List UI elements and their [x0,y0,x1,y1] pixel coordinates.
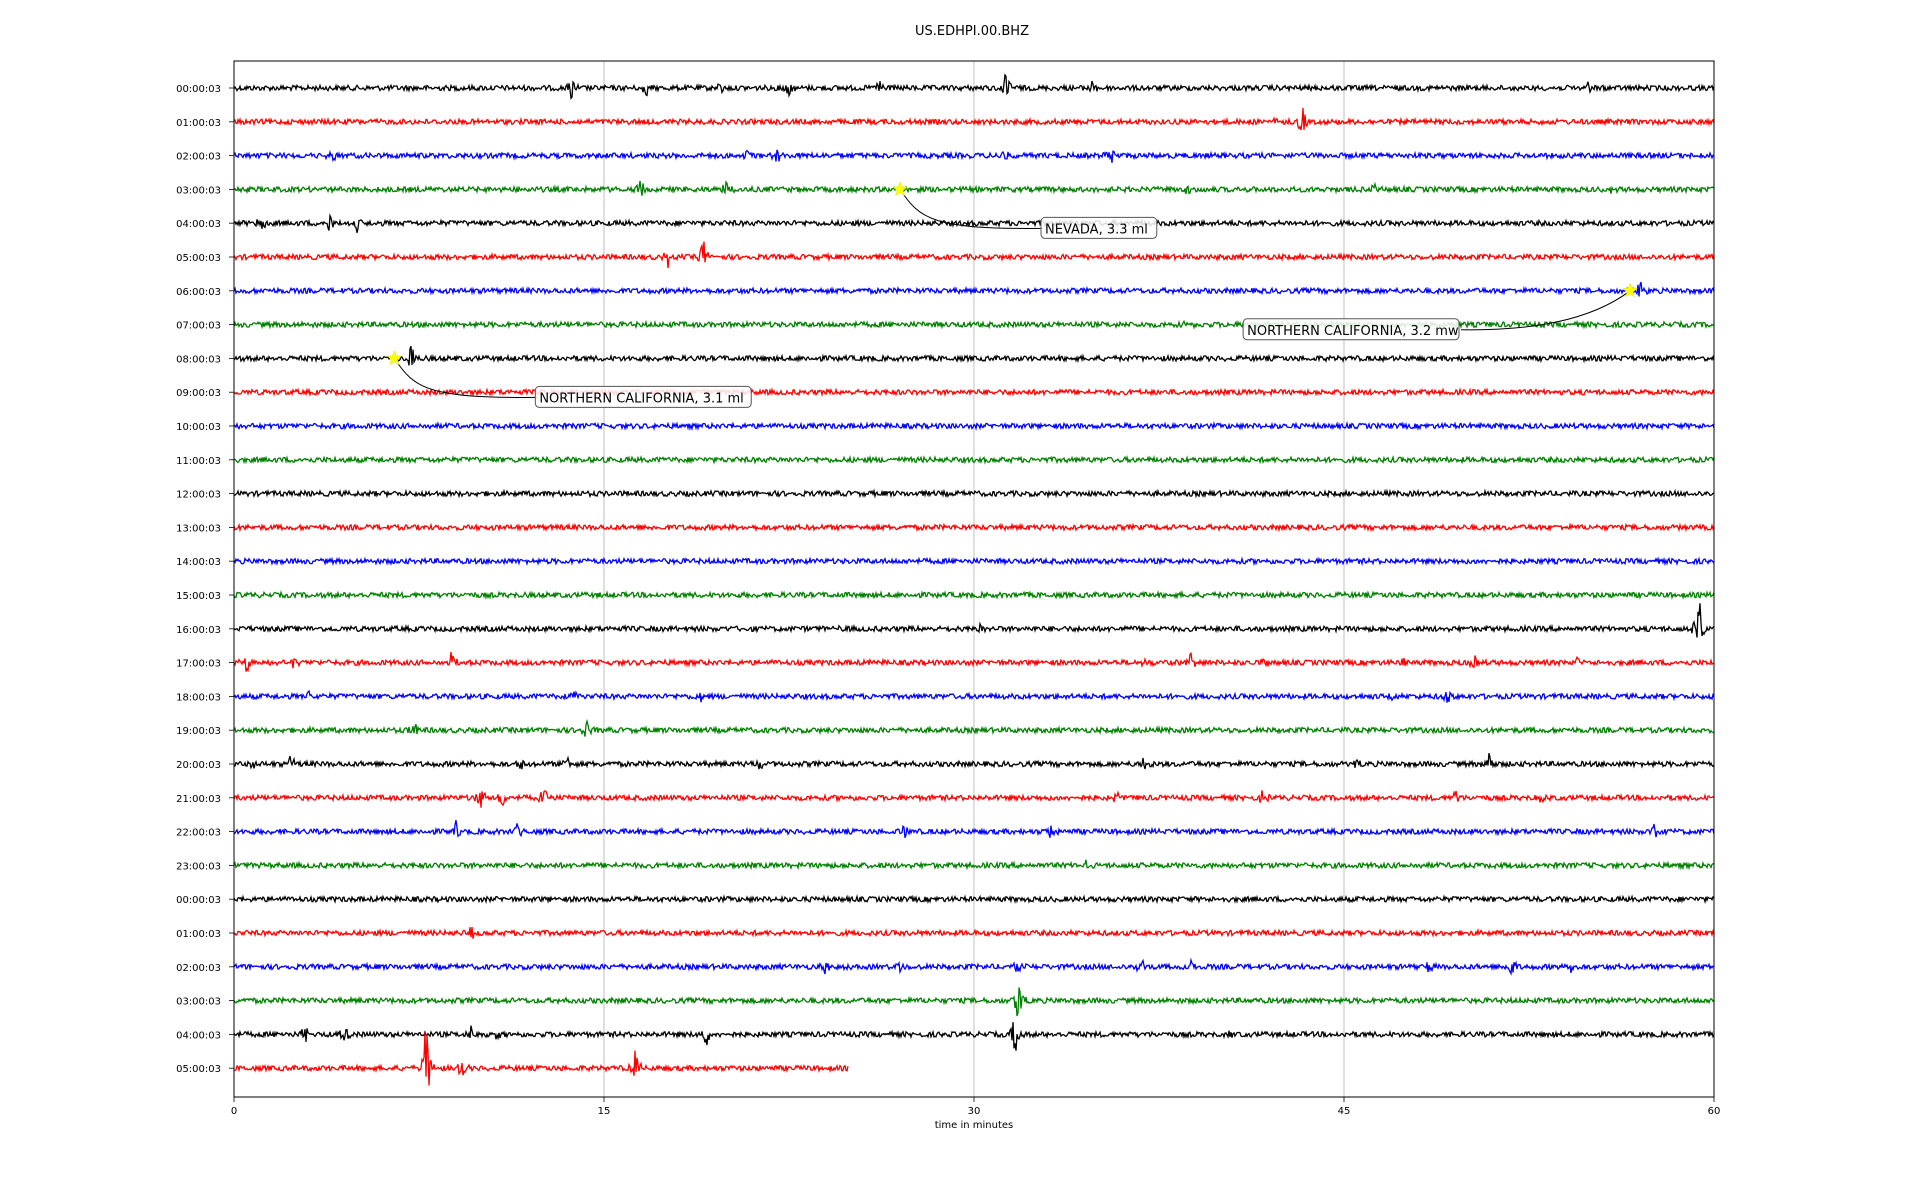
annotation-box-2 [534,385,752,408]
y-tick-label-25: 01:00:03 [176,929,221,940]
y-tick-label-16: 16:00:03 [176,625,221,636]
trace-row-12 [233,488,1715,499]
y-tick-label-2: 02:00:03 [176,152,221,163]
traces [233,73,1715,1086]
trace-row-3 [234,180,1715,196]
x-tick-label-45: 45 [1338,1106,1351,1117]
annotation-box-0 [1040,216,1158,239]
y-tick-label-27: 03:00:03 [176,997,221,1008]
y-tick-label-7: 07:00:03 [176,321,221,332]
y-tick-label-8: 08:00:03 [176,354,221,365]
trace-row-6 [233,281,1715,297]
trace-row-8 [233,345,1715,366]
annotation-leader-2 [393,358,538,398]
annotation-label-1: NORTHERN CALIFORNIA, 3.2 mw [1247,324,1459,339]
y-tick-label-18: 18:00:03 [176,692,221,703]
y-tick-label-29: 05:00:03 [176,1064,221,1075]
trace-row-26 [233,957,1715,976]
x-tick-label-60: 60 [1708,1106,1721,1117]
y-tick-label-20: 20:00:03 [176,760,221,771]
trace-row-9 [233,387,1715,398]
y-tick-label-21: 21:00:03 [176,794,221,805]
x-axis: 0 15 30 45 60 [231,1097,1721,1117]
trace-row-0 [233,73,1715,100]
y-tick-label-14: 14:00:03 [176,557,221,568]
trace-row-18 [233,689,1715,703]
y-tick-label-3: 03:00:03 [176,185,221,196]
x-tick-label-15: 15 [598,1106,611,1117]
y-tick-label-13: 13:00:03 [176,523,221,534]
y-tick-label-11: 11:00:03 [176,456,221,467]
y-tick-label-19: 19:00:03 [176,726,221,737]
trace-row-21 [233,790,1715,808]
trace-row-19 [233,718,1715,737]
event-star-marker-0 [892,181,908,197]
event-star-marker-2 [386,350,403,366]
y-tick-labels: 00:00:03 01:00:03 02:00:03 03:00:03 04:00:03… [176,84,234,1075]
y-tick-label-1: 01:00:03 [176,118,221,129]
trace-row-4 [233,213,1715,233]
trace-row-13 [233,522,1715,533]
annotation-leader-0 [899,189,1044,229]
y-tick-label-22: 22:00:03 [176,828,221,839]
annotation-label-2: NORTHERN CALIFORNIA, 3.1 ml [539,391,743,406]
x-tick-label-0: 0 [231,1106,237,1117]
trace-row-16 [233,603,1715,638]
y-tick-label-15: 15:00:03 [176,591,221,602]
trace-row-25 [233,927,1715,939]
trace-row-15 [233,589,1715,601]
trace-row-22 [233,820,1715,839]
trace-row-28 [233,1022,1715,1051]
y-tick-label-0: 00:00:03 [176,84,221,95]
trace-row-17 [233,651,1714,673]
trace-row-10 [233,420,1715,432]
y-tick-label-5: 05:00:03 [176,253,221,264]
trace-row-20 [233,752,1715,770]
event-star-marker-1 [1622,282,1638,298]
y-tick-label-26: 02:00:03 [176,963,221,974]
y-tick-label-4: 04:00:03 [176,219,221,230]
chart-title: US.EDHPI.00.BHZ [915,24,1029,39]
annotations: NEVADA, 3.3 ml NORTHERN CALIFORNIA, 3.2 m… [386,181,1638,408]
x-axis-label: time in minutes [935,1120,1014,1131]
y-tick-label-28: 04:00:03 [176,1030,221,1041]
y-tick-label-24: 00:00:03 [176,895,221,906]
y-tick-label-6: 06:00:03 [176,287,221,298]
y-tick-label-9: 09:00:03 [176,388,221,399]
y-tick-label-12: 12:00:03 [176,490,221,501]
trace-row-7 [233,319,1714,330]
y-tick-label-23: 23:00:03 [176,861,221,872]
annotation-leader-1 [1461,290,1631,331]
trace-row-23 [233,859,1715,871]
annotation-box-1 [1242,318,1460,341]
y-tick-label-17: 17:00:03 [176,659,221,670]
grid-lines [603,61,1345,1097]
trace-row-5 [233,241,1715,269]
trace-row-29 [233,1031,849,1086]
x-tick-label-30: 30 [968,1106,981,1117]
trace-row-1 [233,107,1715,131]
trace-row-11 [233,454,1715,465]
trace-row-27 [233,987,1715,1017]
trace-row-2 [233,149,1715,163]
trace-row-14 [233,556,1715,567]
trace-row-24 [233,894,1715,905]
y-tick-label-10: 10:00:03 [176,422,221,433]
annotation-label-0: NEVADA, 3.3 ml [1045,222,1148,237]
